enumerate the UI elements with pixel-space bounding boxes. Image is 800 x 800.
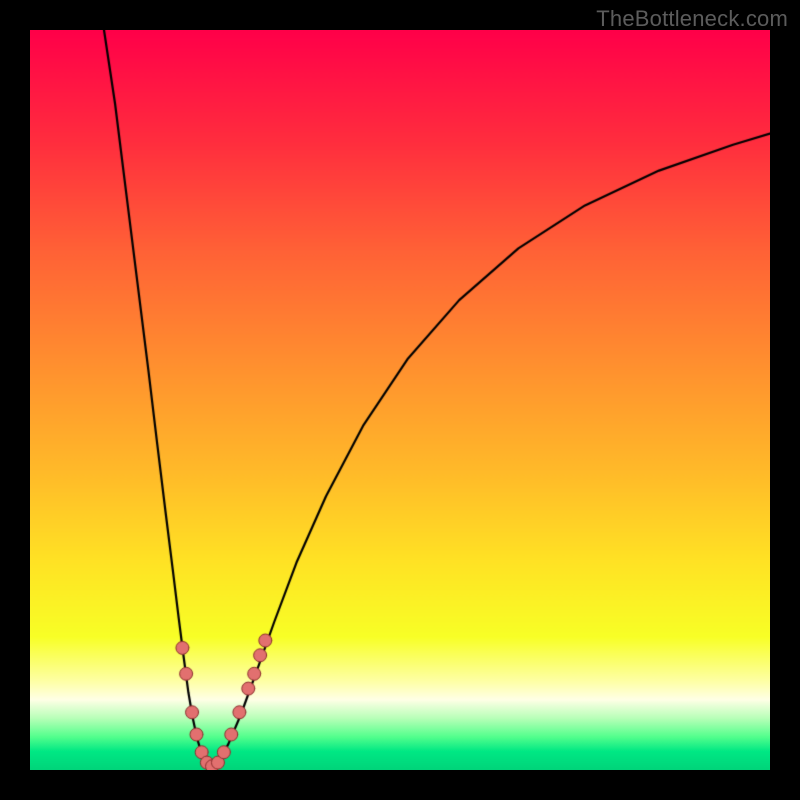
watermark-text: TheBottleneck.com [596,6,788,32]
chart-frame: TheBottleneck.com [0,0,800,800]
bottleneck-chart-canvas [30,30,770,770]
plot-area [30,30,770,770]
